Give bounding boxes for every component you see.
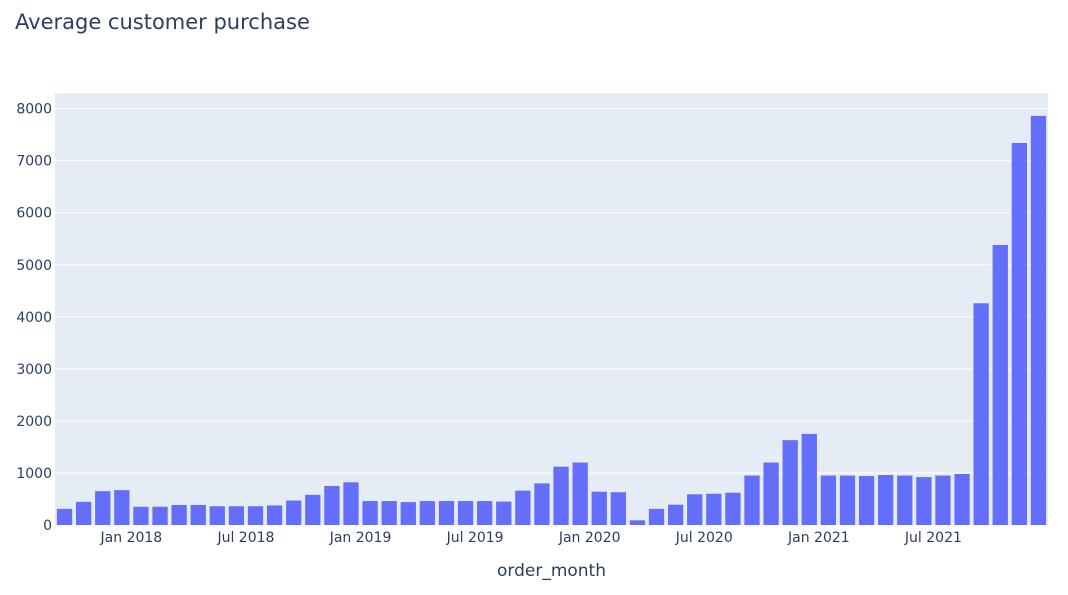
bar-2019-12[interactable] bbox=[572, 462, 588, 525]
bar-2018-08[interactable] bbox=[266, 505, 283, 525]
bar-2018-03[interactable] bbox=[171, 504, 187, 525]
x-axis-title: order_month bbox=[497, 561, 606, 581]
bar-2019-09[interactable] bbox=[515, 490, 531, 525]
bar-2020-03[interactable] bbox=[629, 520, 646, 525]
x-tick-label: Jan 2019 bbox=[329, 530, 392, 546]
bar-2020-12[interactable] bbox=[801, 433, 817, 525]
bar-2018-10[interactable] bbox=[305, 494, 321, 525]
bar-2018-05[interactable] bbox=[209, 506, 225, 525]
y-tick-label: 2000 bbox=[16, 414, 52, 430]
bar-2018-02[interactable] bbox=[152, 506, 168, 525]
bar-2021-11[interactable] bbox=[1011, 142, 1027, 526]
bar-2021-09[interactable] bbox=[973, 303, 989, 525]
bar-2019-01[interactable] bbox=[362, 501, 378, 525]
x-tick-label: Jan 2018 bbox=[100, 530, 163, 546]
bar-2020-09[interactable] bbox=[744, 475, 760, 525]
y-tick-label: 1000 bbox=[16, 466, 52, 482]
bar-2021-12[interactable] bbox=[1030, 115, 1047, 525]
bar-2017-12[interactable] bbox=[114, 490, 130, 525]
x-tick-label: Jul 2021 bbox=[904, 530, 962, 546]
bar-2020-08[interactable] bbox=[725, 492, 741, 525]
x-tick-label: Jul 2020 bbox=[675, 530, 733, 546]
x-axis-ticks: Jan 2018 Jul 2018 Jan 2019 Jul 2019 Jan 2020… bbox=[100, 530, 962, 546]
y-tick-label: 6000 bbox=[16, 206, 52, 222]
bar-2019-11[interactable] bbox=[553, 466, 569, 525]
bar-2020-06[interactable] bbox=[687, 494, 703, 525]
bar-2019-06[interactable] bbox=[457, 501, 474, 525]
y-tick-label: 8000 bbox=[16, 102, 52, 118]
bar-2018-07[interactable] bbox=[247, 506, 264, 525]
bars bbox=[56, 115, 1047, 526]
bar-2020-04[interactable] bbox=[648, 508, 665, 525]
y-tick-label: 0 bbox=[43, 518, 52, 534]
bar-2021-01[interactable] bbox=[820, 475, 837, 525]
bar-2018-06[interactable] bbox=[228, 506, 245, 525]
y-axis-ticks: 0 1000 2000 3000 4000 5000 6000 7000 8000 bbox=[16, 102, 52, 534]
grid-lines bbox=[55, 108, 1048, 474]
bar-2020-10[interactable] bbox=[763, 462, 779, 525]
bar-2020-07[interactable] bbox=[706, 493, 722, 525]
bar-2021-07[interactable] bbox=[935, 475, 951, 525]
bar-2019-08[interactable] bbox=[496, 501, 512, 525]
bar-2019-04[interactable] bbox=[419, 501, 436, 525]
bar-2021-03[interactable] bbox=[858, 476, 875, 525]
bar-2017-10[interactable] bbox=[76, 501, 92, 525]
bar-2017-09[interactable] bbox=[56, 508, 73, 525]
bar-2021-02[interactable] bbox=[839, 475, 856, 525]
bar-2018-04[interactable] bbox=[190, 504, 206, 525]
y-tick-label: 3000 bbox=[16, 362, 52, 378]
plot-area bbox=[55, 93, 1048, 525]
bar-2019-02[interactable] bbox=[381, 501, 397, 525]
x-tick-label: Jan 2020 bbox=[558, 530, 621, 546]
bar-2017-11[interactable] bbox=[95, 491, 111, 525]
bar-2018-01[interactable] bbox=[133, 506, 149, 525]
bar-2018-11[interactable] bbox=[324, 485, 340, 525]
y-tick-label: 7000 bbox=[16, 154, 52, 170]
bar-2021-06[interactable] bbox=[916, 477, 932, 525]
x-tick-label: Jul 2019 bbox=[446, 530, 504, 546]
bar-2018-12[interactable] bbox=[343, 482, 359, 525]
bar-2020-01[interactable] bbox=[591, 491, 607, 525]
bar-2021-10[interactable] bbox=[992, 244, 1008, 526]
bar-2020-11[interactable] bbox=[782, 440, 798, 525]
bar-2019-10[interactable] bbox=[534, 483, 550, 525]
bar-2021-04[interactable] bbox=[878, 475, 894, 525]
bar-2021-05[interactable] bbox=[897, 475, 913, 525]
x-tick-label: Jan 2021 bbox=[787, 530, 850, 546]
bar-2019-03[interactable] bbox=[400, 502, 416, 525]
bar-2019-07[interactable] bbox=[477, 501, 493, 525]
bar-2019-05[interactable] bbox=[438, 501, 455, 525]
y-tick-label: 4000 bbox=[16, 310, 52, 326]
bar-2020-05[interactable] bbox=[667, 504, 684, 525]
y-tick-label: 5000 bbox=[16, 258, 52, 274]
bar-2021-08[interactable] bbox=[954, 473, 970, 525]
bar-2020-02[interactable] bbox=[610, 492, 626, 525]
bar-2018-09[interactable] bbox=[286, 500, 302, 525]
x-tick-label: Jul 2018 bbox=[216, 530, 274, 546]
chart-title: Average customer purchase bbox=[15, 10, 310, 34]
